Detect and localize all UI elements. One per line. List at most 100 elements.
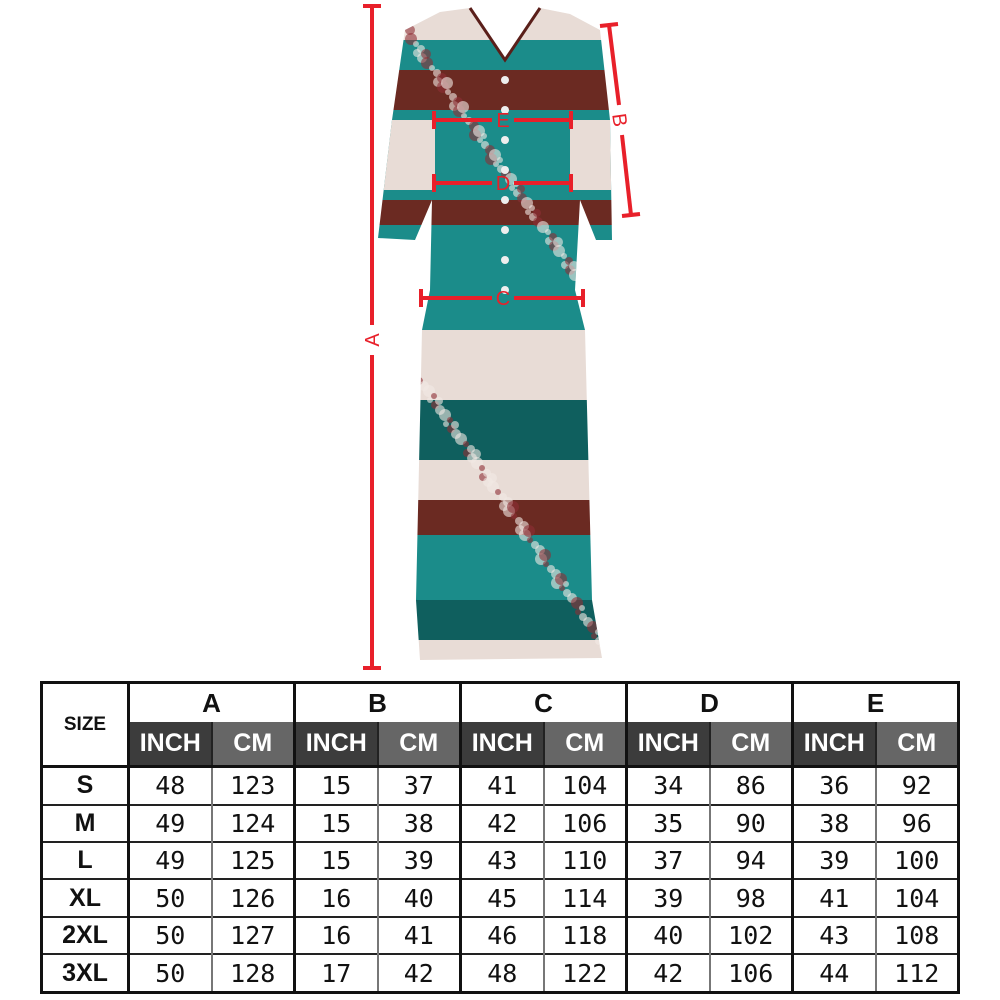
- measurement-cell: 42: [376, 953, 461, 993]
- measurement-cell: 125: [210, 841, 295, 880]
- measurement-cell: 42: [459, 803, 544, 843]
- measurement-cell: 39: [376, 841, 461, 880]
- measurement-cell: 41: [791, 878, 876, 917]
- measurement-cell: 112: [874, 953, 959, 993]
- table-row: XL 50 126 16 40 45 114 39 98 41 104: [41, 878, 959, 917]
- unit-header-cm: CM: [210, 722, 295, 768]
- table-row: 3XL 50 128 17 42 48 122 42 106 44 112: [41, 953, 959, 993]
- unit-header-inch: INCH: [625, 722, 710, 768]
- measurement-cell: 43: [459, 841, 544, 880]
- measurement-cell: 16: [293, 915, 378, 955]
- measure-a-label: A: [362, 333, 384, 347]
- measurement-cell: 86: [708, 765, 793, 805]
- measurement-cell: 35: [625, 803, 710, 843]
- table-row: 2XL 50 127 16 41 46 118 40 102 43 108: [41, 915, 959, 955]
- measurement-cell: 43: [791, 915, 876, 955]
- measurement-cell: 106: [542, 803, 627, 843]
- measurement-cell: 50: [127, 915, 212, 955]
- measurement-cell: 44: [791, 953, 876, 993]
- measurement-cell: 15: [293, 841, 378, 880]
- measurement-cell: 15: [293, 803, 378, 843]
- measurement-cell: 96: [874, 803, 959, 843]
- unit-header-inch: INCH: [791, 722, 876, 768]
- measurement-cell: 49: [127, 841, 212, 880]
- measure-b-line-bottom: [620, 134, 633, 216]
- measurement-cell: 45: [459, 878, 544, 917]
- table-row: S 48 123 15 37 41 104 34 86 36 92: [41, 765, 959, 805]
- measurement-cell: 104: [542, 765, 627, 805]
- measurement-cell: 114: [542, 878, 627, 917]
- measurement-cell: 106: [708, 953, 793, 993]
- measurement-cell: 46: [459, 915, 544, 955]
- measure-b-line-top: [607, 24, 621, 106]
- table-row: M 49 124 15 38 42 106 35 90 38 96: [41, 803, 959, 843]
- measurement-cell: 128: [210, 953, 295, 993]
- measurement-cell: 94: [708, 841, 793, 880]
- measurement-cell: 110: [542, 841, 627, 880]
- measurement-cell: 39: [791, 841, 876, 880]
- measurement-cell: 98: [708, 878, 793, 917]
- measurement-cell: 50: [127, 953, 212, 993]
- group-header-c: C: [459, 682, 628, 722]
- measurement-cell: 34: [625, 765, 710, 805]
- measure-c-label: C: [496, 288, 510, 310]
- measurement-cell: 38: [376, 803, 461, 843]
- measurement-cell: 48: [127, 765, 212, 805]
- group-header-d: D: [625, 682, 794, 722]
- measurement-cell: 123: [210, 765, 295, 805]
- measurement-cell: 36: [791, 765, 876, 805]
- measurement-cell: 37: [625, 841, 710, 880]
- measure-e-label: E: [496, 110, 509, 132]
- measurement-cell: 90: [708, 803, 793, 843]
- unit-header-cm: CM: [376, 722, 461, 768]
- measurement-cell: 50: [127, 878, 212, 917]
- measurement-cell: 122: [542, 953, 627, 993]
- measurement-cell: 92: [874, 765, 959, 805]
- unit-header-cm: CM: [708, 722, 793, 768]
- unit-header-inch: INCH: [293, 722, 378, 768]
- unit-header-cm: CM: [542, 722, 627, 768]
- measurement-cell: 118: [542, 915, 627, 955]
- measurement-cell: 17: [293, 953, 378, 993]
- measurement-cell: 100: [874, 841, 959, 880]
- size-header: SIZE: [40, 681, 130, 768]
- measurement-cell: 48: [459, 953, 544, 993]
- group-header-a: A: [127, 682, 296, 722]
- measurement-cell: 40: [376, 878, 461, 917]
- unit-header-inch: INCH: [127, 722, 212, 768]
- measurement-cell: 127: [210, 915, 295, 955]
- measurement-cell: 42: [625, 953, 710, 993]
- measurement-cell: 41: [459, 765, 544, 805]
- dress-product-image: A B E D C: [362, 4, 641, 670]
- measurement-cell: 49: [127, 803, 212, 843]
- unit-header-inch: INCH: [459, 722, 544, 768]
- measurement-cell: 108: [874, 915, 959, 955]
- size-label: XL: [41, 878, 130, 917]
- measure-d-label: D: [496, 173, 510, 195]
- measure-b-label: B: [607, 112, 631, 128]
- size-label: 2XL: [41, 915, 130, 955]
- dress-buttons: [501, 76, 509, 294]
- size-label: S: [41, 765, 130, 805]
- table-row: L 49 125 15 39 43 110 37 94 39 100: [41, 841, 959, 880]
- unit-header-cm: CM: [874, 722, 959, 768]
- measurement-lines: [363, 4, 641, 670]
- measurement-cell: 126: [210, 878, 295, 917]
- group-header-e: E: [791, 682, 960, 722]
- measurement-cell: 39: [625, 878, 710, 917]
- measurement-cell: 37: [376, 765, 461, 805]
- measurement-cell: 102: [708, 915, 793, 955]
- size-chart-table: SIZE A B C D E INCH CM INCH CM INCH CM INCH CM I…: [40, 681, 960, 994]
- dress-fabric: [378, 8, 612, 660]
- measurement-cell: 15: [293, 765, 378, 805]
- measurement-cell: 38: [791, 803, 876, 843]
- measurement-cell: 104: [874, 878, 959, 917]
- measurement-cell: 40: [625, 915, 710, 955]
- measurement-cell: 16: [293, 878, 378, 917]
- size-label: 3XL: [41, 953, 130, 993]
- measurement-cell: 41: [376, 915, 461, 955]
- group-header-b: B: [293, 682, 462, 722]
- size-label: M: [41, 803, 130, 843]
- measurement-cell: 124: [210, 803, 295, 843]
- size-label: L: [41, 841, 130, 880]
